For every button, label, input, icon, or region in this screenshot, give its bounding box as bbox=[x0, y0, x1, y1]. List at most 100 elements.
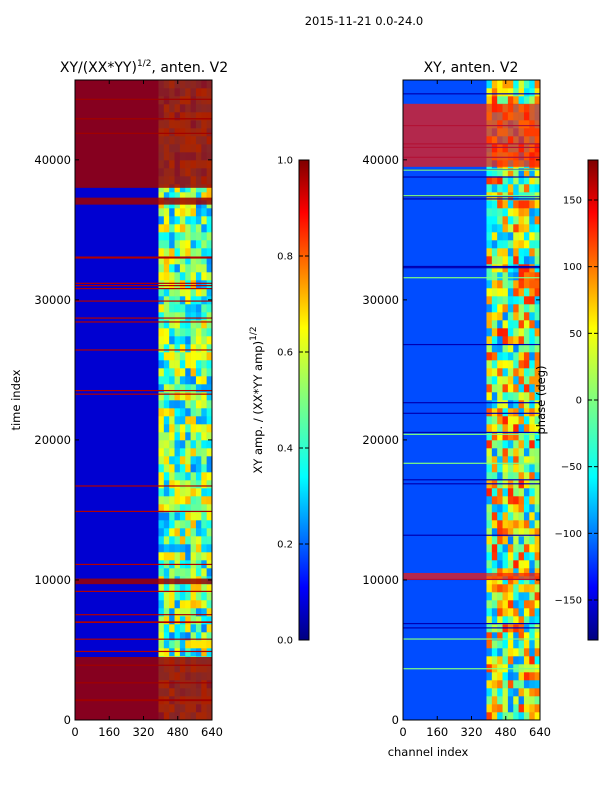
heatmap-cell bbox=[534, 392, 541, 401]
heatmap-cell bbox=[174, 360, 181, 369]
heatmap-cell bbox=[169, 432, 175, 441]
heatmap-cell bbox=[174, 280, 181, 289]
heatmap-cell bbox=[179, 344, 186, 353]
heatmap-streak bbox=[403, 627, 540, 629]
heatmap-cell bbox=[534, 328, 541, 337]
heatmap-cell bbox=[502, 416, 509, 425]
heatmap-cell bbox=[534, 400, 541, 409]
heatmap-cell bbox=[502, 80, 509, 89]
heatmap-cell bbox=[534, 256, 541, 265]
heatmap-cell bbox=[169, 616, 175, 625]
heatmap-cell bbox=[529, 304, 535, 313]
heatmap-cell bbox=[158, 352, 165, 361]
heatmap-cell bbox=[529, 400, 535, 409]
heatmap-cell bbox=[529, 456, 535, 465]
heatmap-cell bbox=[195, 376, 202, 385]
heatmap-cell bbox=[502, 560, 509, 569]
heatmap-cell bbox=[190, 400, 197, 409]
heatmap-cell bbox=[507, 416, 514, 425]
heatmap-cell bbox=[518, 512, 525, 521]
heatmap-cell bbox=[502, 632, 509, 641]
heatmap-cell bbox=[206, 400, 213, 409]
heatmap-cell bbox=[185, 344, 191, 353]
heatmap-cell bbox=[206, 192, 213, 201]
y-tick-label: 30000 bbox=[34, 293, 71, 307]
heatmap-cell bbox=[486, 560, 493, 569]
heatmap-cell bbox=[523, 256, 530, 265]
heatmap-cell bbox=[169, 360, 175, 369]
heatmap-cell bbox=[491, 240, 498, 249]
heatmap-cell bbox=[497, 520, 503, 529]
heatmap-cell bbox=[529, 88, 535, 97]
heatmap-cell bbox=[185, 648, 191, 657]
heatmap-cell bbox=[195, 448, 202, 457]
heatmap-cell bbox=[497, 448, 503, 457]
heatmap-cell bbox=[529, 240, 535, 249]
heatmap-cell bbox=[179, 336, 186, 345]
heatmap-cell bbox=[513, 552, 519, 561]
heatmap-cell bbox=[169, 520, 175, 529]
heatmap-cell bbox=[195, 296, 202, 305]
heatmap-cell bbox=[190, 288, 197, 297]
heatmap-cell bbox=[523, 568, 530, 577]
heatmap-cell bbox=[507, 352, 514, 361]
heatmap-streak bbox=[75, 393, 212, 395]
heatmap-cell bbox=[163, 544, 170, 553]
heatmap-cell bbox=[497, 512, 503, 521]
heatmap-cell bbox=[163, 272, 170, 281]
left-heatmap bbox=[75, 80, 213, 721]
heatmap-cell bbox=[507, 584, 514, 593]
heatmap-cell bbox=[201, 600, 207, 609]
heatmap-cell bbox=[497, 544, 503, 553]
heatmap-cell bbox=[195, 272, 202, 281]
heatmap-cell bbox=[206, 568, 213, 577]
heatmap-cell bbox=[507, 288, 514, 297]
heatmap-cell bbox=[179, 184, 186, 193]
heatmap-cell bbox=[497, 256, 503, 265]
heatmap-cell bbox=[174, 224, 181, 233]
heatmap-cell bbox=[518, 168, 525, 177]
heatmap-cell bbox=[174, 600, 181, 609]
heatmap-cell bbox=[185, 296, 191, 305]
heatmap-cell bbox=[163, 512, 170, 521]
heatmap-streak bbox=[403, 176, 540, 178]
heatmap-cell bbox=[179, 352, 186, 361]
heatmap-cell bbox=[529, 584, 535, 593]
heatmap-cell bbox=[486, 488, 493, 497]
x-tick-label: 0 bbox=[71, 725, 78, 739]
heatmap-cell bbox=[523, 272, 530, 281]
heatmap-cell bbox=[518, 88, 525, 97]
heatmap-cell bbox=[195, 240, 202, 249]
heatmap-cell bbox=[158, 312, 165, 321]
heatmap-cell bbox=[534, 168, 541, 177]
heatmap-cell bbox=[206, 232, 213, 241]
heatmap-cell bbox=[486, 432, 493, 441]
heatmap-cell bbox=[185, 336, 191, 345]
heatmap-cell bbox=[523, 536, 530, 545]
heatmap-cell bbox=[534, 208, 541, 217]
heatmap-cell bbox=[169, 320, 175, 329]
heatmap-cell bbox=[513, 608, 519, 617]
colorbar-tick-label: 0 bbox=[576, 396, 582, 407]
heatmap-cell bbox=[502, 504, 509, 513]
heatmap-cell bbox=[486, 712, 493, 721]
heatmap-streak bbox=[75, 389, 212, 392]
heatmap-cell bbox=[491, 96, 498, 105]
heatmap-cell bbox=[523, 504, 530, 513]
heatmap-cell bbox=[163, 584, 170, 593]
heatmap-cell bbox=[163, 640, 170, 649]
heatmap-cell bbox=[158, 464, 165, 473]
heatmap-cell bbox=[174, 504, 181, 513]
heatmap-cell bbox=[491, 704, 498, 713]
heatmap-cell bbox=[185, 520, 191, 529]
heatmap-cell bbox=[179, 256, 186, 265]
heatmap-cell bbox=[195, 512, 202, 521]
heatmap-cell bbox=[529, 96, 535, 105]
heatmap-cell bbox=[523, 528, 530, 537]
heatmap-cell bbox=[201, 312, 207, 321]
heatmap-cell bbox=[518, 184, 525, 193]
heatmap-cell bbox=[523, 376, 530, 385]
heatmap-cell bbox=[486, 656, 493, 665]
heatmap-cell bbox=[507, 360, 514, 369]
heatmap-cell bbox=[185, 424, 191, 433]
